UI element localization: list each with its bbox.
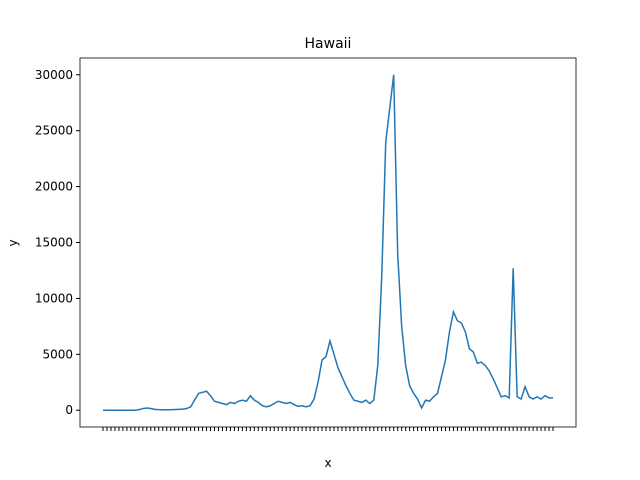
y-tick-label: 30000 [35,68,73,82]
y-axis-label: y [6,239,20,246]
y-tick-label: 15000 [35,236,73,250]
y-tick-label: 0 [65,403,73,417]
chart-title: Hawaii [305,36,352,52]
plot-frame [79,57,577,428]
y-tick-label: 20000 [35,180,73,194]
data-line [103,74,553,411]
y-tick-label: 5000 [42,347,73,361]
y-tick-label: 10000 [35,291,73,305]
x-axis-label: x [324,456,331,470]
y-tick-label: 25000 [35,124,73,138]
